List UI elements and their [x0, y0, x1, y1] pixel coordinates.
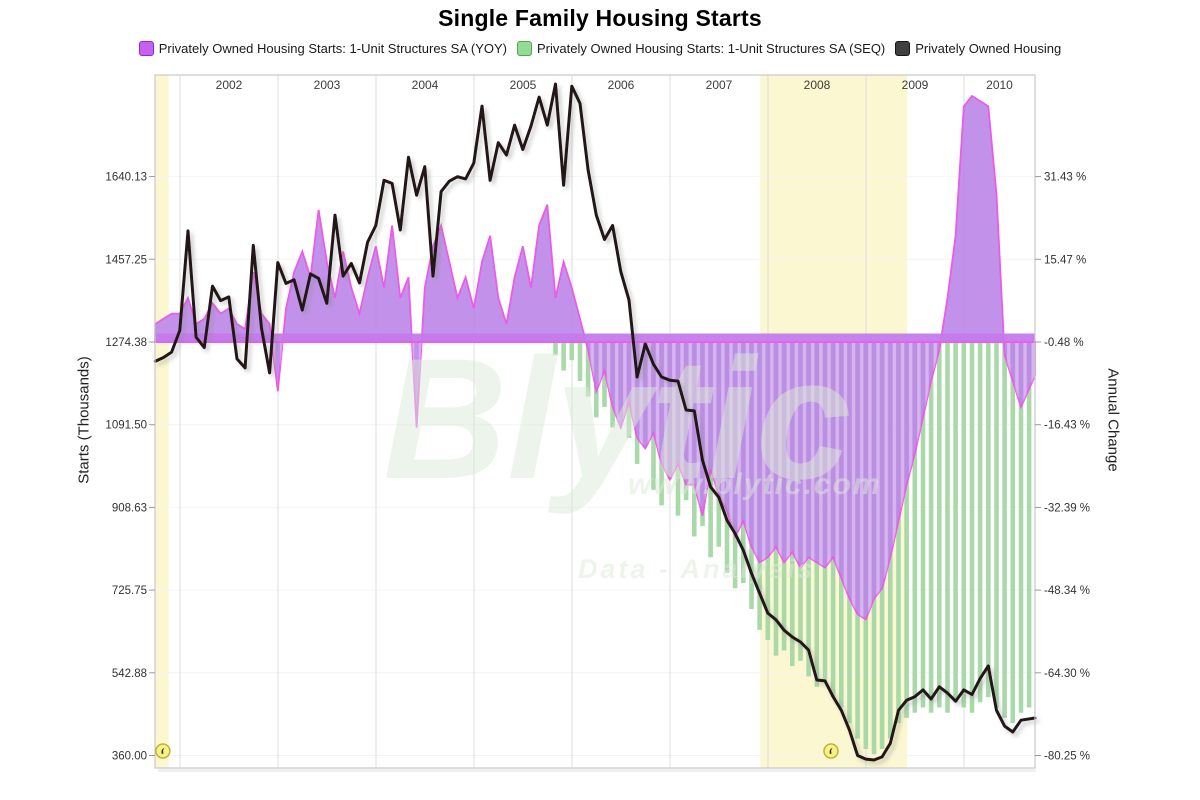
svg-text:2005: 2005 — [510, 78, 537, 92]
svg-text:2010: 2010 — [986, 78, 1013, 92]
year-labels: 2002 2003 2004 2005 2006 2007 2008 2009 2010 — [216, 78, 1014, 92]
legend-swatch-line-icon — [895, 41, 911, 56]
legend-item-yoy[interactable]: Privately Owned Housing Starts: 1-Unit S… — [138, 41, 508, 56]
svg-text:-80.25 %: -80.25 % — [1044, 751, 1090, 763]
legend-label-yoy: Privately Owned Housing Starts: 1-Unit S… — [158, 41, 508, 56]
svg-text:15.47 %: 15.47 % — [1044, 254, 1086, 266]
svg-text:2004: 2004 — [412, 78, 439, 92]
svg-text:-64.30 %: -64.30 % — [1044, 668, 1090, 680]
svg-text:1640.13: 1640.13 — [105, 172, 147, 184]
svg-text:2002: 2002 — [216, 78, 243, 92]
svg-text:908.63: 908.63 — [112, 502, 147, 514]
legend-label-seq: Privately Owned Housing Starts: 1-Unit S… — [537, 41, 886, 56]
right-axis-ticks: 31.43 % 15.47 % -0.48 % -16.43 % -32.39 % -48… — [1035, 172, 1090, 763]
svg-text:360.00: 360.00 — [112, 751, 147, 763]
legend-swatch-yoy-icon — [138, 41, 154, 56]
svg-text:-48.34 %: -48.34 % — [1044, 585, 1090, 597]
legend-label-line: Privately Owned Housing — [915, 41, 1062, 56]
svg-text:-16.43 %: -16.43 % — [1044, 420, 1090, 432]
zero-baseline — [155, 333, 1035, 343]
svg-text:2006: 2006 — [608, 78, 635, 92]
svg-text:1274.38: 1274.38 — [105, 337, 147, 349]
starts-line — [153, 82, 1037, 762]
svg-text:2007: 2007 — [706, 78, 733, 92]
svg-text:-32.39 %: -32.39 % — [1044, 502, 1090, 514]
watermark-logo-text: Blytic — [383, 323, 851, 515]
recession-markers — [155, 743, 839, 759]
svg-text:www.blytic.com: www.blytic.com — [628, 468, 882, 501]
svg-text:2009: 2009 — [902, 78, 929, 92]
svg-text:31.43 %: 31.43 % — [1044, 172, 1086, 184]
svg-text:Data - Analysis: Data - Analysis — [578, 554, 816, 584]
svg-text:-0.48 %: -0.48 % — [1044, 337, 1084, 349]
recession-flag-icon[interactable] — [823, 743, 839, 759]
svg-text:1457.25: 1457.25 — [105, 254, 147, 266]
left-axis-ticks: 1640.13 1457.25 1274.38 1091.50 908.63 725.75… — [105, 172, 155, 763]
plot-frame — [154, 74, 1036, 769]
legend-item-line[interactable]: Privately Owned Housing — [895, 41, 1061, 56]
chart-title: Single Family Housing Starts — [438, 5, 762, 31]
svg-text:2008: 2008 — [804, 78, 831, 92]
recession-flag-icon[interactable] — [155, 743, 171, 759]
svg-text:1091.50: 1091.50 — [105, 420, 147, 432]
legend-item-seq[interactable]: Privately Owned Housing Starts: 1-Unit S… — [517, 41, 885, 56]
legend-swatch-seq-icon — [517, 41, 533, 56]
svg-text:725.75: 725.75 — [112, 585, 147, 597]
svg-text:542.88: 542.88 — [112, 668, 147, 680]
svg-text:2003: 2003 — [314, 78, 341, 92]
legend: Privately Owned Housing Starts: 1-Unit S… — [0, 41, 1200, 56]
